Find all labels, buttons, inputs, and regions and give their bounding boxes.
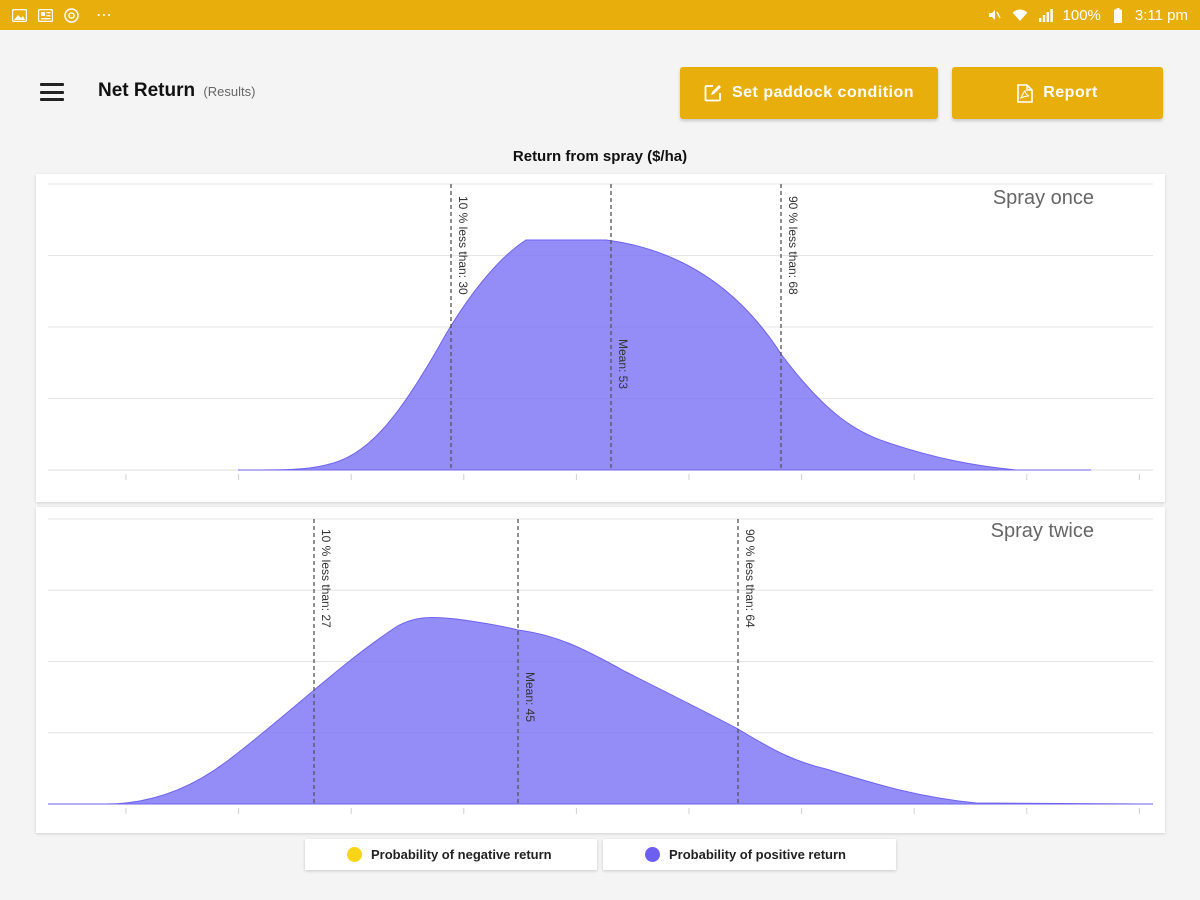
clock: 3:11 pm [1134, 6, 1188, 24]
legend-positive-label: Probability of positive return [669, 847, 846, 862]
legend-positive-return[interactable]: Probability of positive return [603, 839, 896, 870]
spray-once-chart: Spray once 10 % less than: 30 Mean: 53 90 %… [48, 183, 1153, 480]
p90-marker-label: 90 % less than: 64 [743, 529, 757, 628]
pdf-file-icon [1017, 83, 1034, 103]
chart-panel-spray-once: Spray once 10 % less than: 30 Mean: 53 90 %… [36, 174, 1165, 502]
more-dots-icon: ⋯ [96, 7, 113, 24]
legend-negative-dot [347, 847, 362, 862]
gallery-icon [10, 6, 28, 24]
page-title: Net Return (Results) [98, 80, 255, 102]
wifi-icon [1011, 6, 1029, 24]
report-label: Report [1043, 84, 1098, 101]
spray-twice-chart: Spray twice 10 % less than: 27 Mean: 45 90 … [48, 518, 1154, 814]
spray-once-density-area [237, 239, 1091, 471]
edit-icon [704, 84, 722, 102]
status-bar: ⋯ 100% 3:11 pm [0, 0, 1200, 30]
news-icon [36, 6, 54, 24]
mean-marker-label: Mean: 45 [523, 672, 537, 722]
p10-marker-label: 10 % less than: 27 [319, 529, 333, 628]
app-header: Net Return (Results) Set paddock conditi… [0, 30, 1200, 140]
battery-icon [1109, 6, 1127, 24]
p90-marker-label: 90 % less than: 68 [786, 196, 800, 295]
status-right: 100% 3:11 pm [985, 6, 1188, 24]
battery-percent: 100% [1062, 6, 1101, 24]
legend-negative-label: Probability of negative return [371, 847, 552, 862]
menu-icon [40, 83, 64, 86]
status-left: ⋯ [10, 5, 113, 25]
legend-negative-return[interactable]: Probability of negative return [305, 839, 597, 870]
chart-title: Return from spray ($/ha) [512, 148, 688, 165]
signal-icon [1037, 6, 1055, 24]
spray-once-panel-label: Spray once [993, 187, 1094, 209]
page-subtitle: (Results) [203, 84, 256, 99]
hamburger-menu-button[interactable] [38, 80, 66, 104]
spray-twice-panel-label: Spray twice [991, 520, 1094, 542]
mean-marker-label: Mean: 53 [616, 339, 630, 389]
set-paddock-condition-label: Set paddock condition [731, 84, 915, 101]
report-button[interactable]: Report [952, 67, 1163, 119]
p10-marker-label: 10 % less than: 30 [456, 196, 470, 295]
chart-panel-spray-twice: Spray twice 10 % less than: 27 Mean: 45 90 … [36, 507, 1165, 833]
page-title-text: Net Return [98, 80, 196, 101]
legend-positive-dot [645, 847, 660, 862]
spray-twice-density-area [48, 616, 1154, 805]
chrome-icon [62, 6, 80, 24]
set-paddock-condition-button[interactable]: Set paddock condition [680, 67, 938, 119]
mute-icon [985, 6, 1003, 24]
